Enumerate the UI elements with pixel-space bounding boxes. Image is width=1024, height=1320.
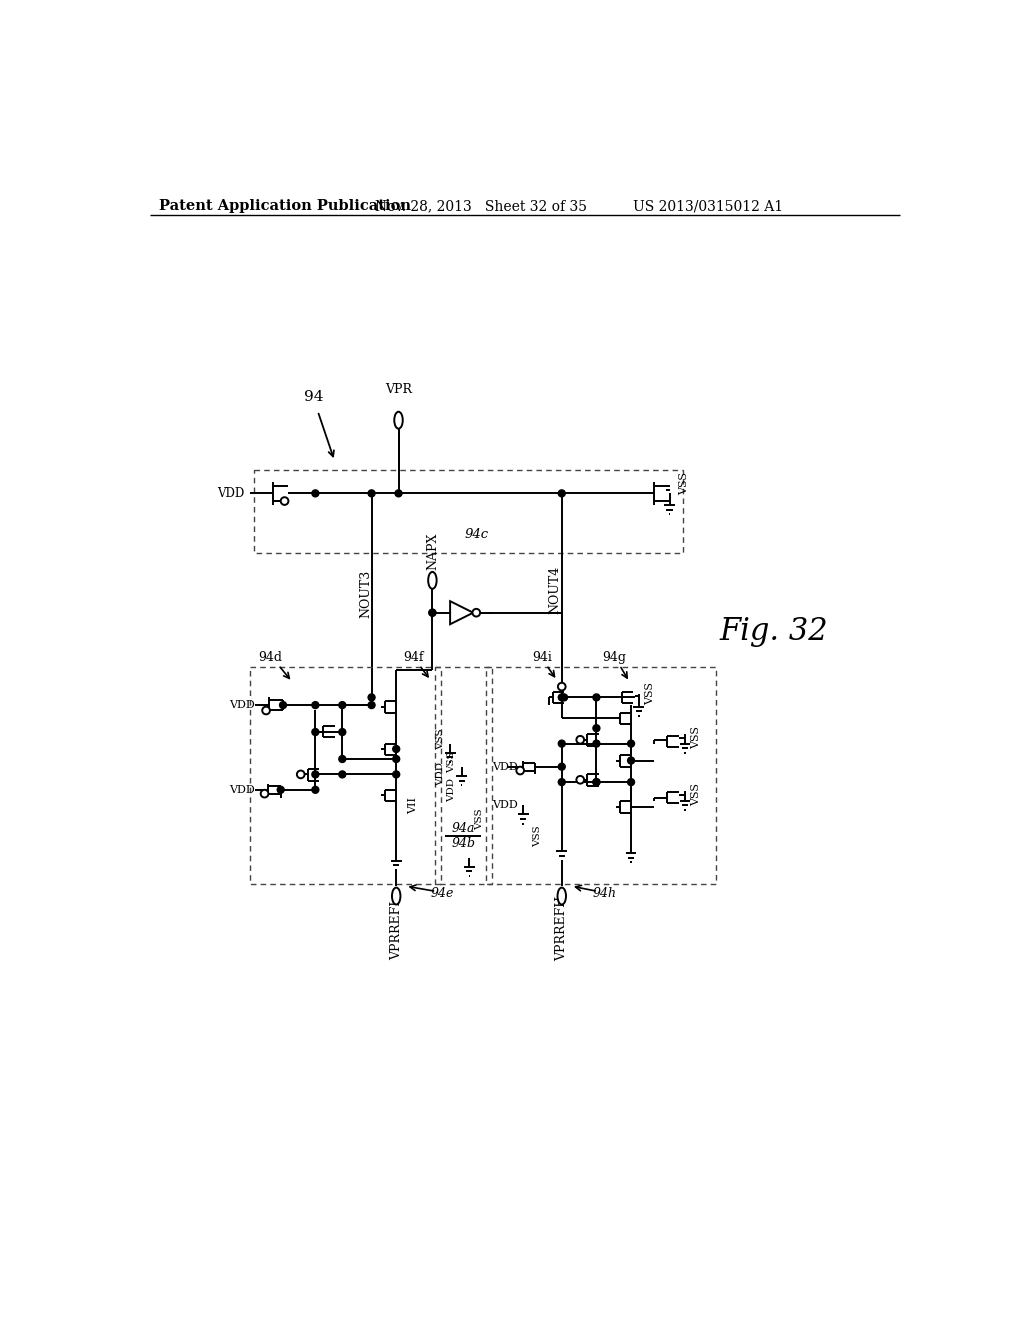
Circle shape <box>593 741 600 747</box>
Circle shape <box>558 682 565 690</box>
Circle shape <box>577 776 584 784</box>
Text: VDD: VDD <box>493 800 518 810</box>
Circle shape <box>393 755 399 763</box>
Circle shape <box>393 771 399 777</box>
Ellipse shape <box>392 887 400 904</box>
Text: VSS: VSS <box>447 751 457 774</box>
Circle shape <box>516 767 524 775</box>
Circle shape <box>395 490 402 496</box>
Text: VSS: VSS <box>691 726 701 748</box>
Text: VPRREFH: VPRREFH <box>555 896 568 961</box>
Circle shape <box>558 779 565 785</box>
Text: 94e: 94e <box>431 887 454 900</box>
Circle shape <box>339 729 346 735</box>
Circle shape <box>312 702 318 709</box>
Text: NOUT3: NOUT3 <box>358 569 372 618</box>
Bar <box>254 470 683 553</box>
Text: VDD: VDD <box>493 762 518 772</box>
Text: 94g: 94g <box>602 651 626 664</box>
Circle shape <box>393 746 399 752</box>
Circle shape <box>628 779 635 785</box>
Text: 94a: 94a <box>452 822 475 834</box>
Circle shape <box>278 787 285 793</box>
Circle shape <box>577 737 584 743</box>
Text: VDD: VDD <box>229 700 255 710</box>
Text: VSS: VSS <box>691 783 701 807</box>
Circle shape <box>429 610 436 616</box>
Circle shape <box>339 771 346 777</box>
Circle shape <box>593 694 600 701</box>
Text: 94: 94 <box>304 391 324 404</box>
Circle shape <box>560 694 567 701</box>
Circle shape <box>280 702 287 709</box>
Text: VII: VII <box>408 797 418 813</box>
Text: NAPX: NAPX <box>426 532 439 570</box>
Circle shape <box>593 725 600 731</box>
Ellipse shape <box>557 887 566 904</box>
Circle shape <box>558 741 565 747</box>
Bar <box>435 667 493 884</box>
Circle shape <box>312 771 318 777</box>
Text: US 2013/0315012 A1: US 2013/0315012 A1 <box>633 199 783 213</box>
Circle shape <box>368 702 375 709</box>
Circle shape <box>312 787 318 793</box>
Text: VDD: VDD <box>217 487 245 500</box>
Circle shape <box>593 779 600 785</box>
Text: VDD: VDD <box>229 785 255 795</box>
Text: VSS: VSS <box>645 682 655 705</box>
Polygon shape <box>451 601 473 624</box>
Circle shape <box>312 490 318 496</box>
Text: Fig. 32: Fig. 32 <box>719 616 827 647</box>
Text: VPR: VPR <box>385 383 412 396</box>
Text: VDD: VDD <box>436 763 444 787</box>
Circle shape <box>281 498 289 506</box>
Text: VDD: VDD <box>447 777 457 801</box>
Circle shape <box>261 789 268 797</box>
Circle shape <box>628 741 635 747</box>
Circle shape <box>368 694 375 701</box>
Text: 94f: 94f <box>403 651 424 664</box>
Circle shape <box>312 729 318 735</box>
Text: 94b: 94b <box>452 837 475 850</box>
Circle shape <box>262 706 270 714</box>
Circle shape <box>558 694 565 701</box>
Circle shape <box>472 609 480 616</box>
Circle shape <box>429 610 436 616</box>
Circle shape <box>558 490 565 496</box>
Circle shape <box>339 702 346 709</box>
Circle shape <box>558 763 565 770</box>
Text: 94c: 94c <box>465 528 489 541</box>
Circle shape <box>628 758 635 764</box>
Text: VSS: VSS <box>534 825 543 847</box>
Text: 94h: 94h <box>592 887 616 900</box>
Circle shape <box>593 779 600 785</box>
Ellipse shape <box>428 572 436 589</box>
Text: VSS: VSS <box>679 471 689 495</box>
Text: 94i: 94i <box>532 651 552 664</box>
Bar <box>250 667 441 884</box>
Bar <box>486 667 716 884</box>
Circle shape <box>297 771 304 779</box>
Ellipse shape <box>394 412 402 429</box>
Text: VSS: VSS <box>475 808 484 830</box>
Circle shape <box>368 490 375 496</box>
Text: 94d: 94d <box>259 651 283 664</box>
Text: Patent Application Publication: Patent Application Publication <box>159 199 411 213</box>
Text: VSS: VSS <box>436 729 444 750</box>
Text: Nov. 28, 2013   Sheet 32 of 35: Nov. 28, 2013 Sheet 32 of 35 <box>375 199 587 213</box>
Circle shape <box>339 755 346 763</box>
Text: VPRREFL: VPRREFL <box>390 898 402 960</box>
Text: NOUT4: NOUT4 <box>548 565 561 614</box>
